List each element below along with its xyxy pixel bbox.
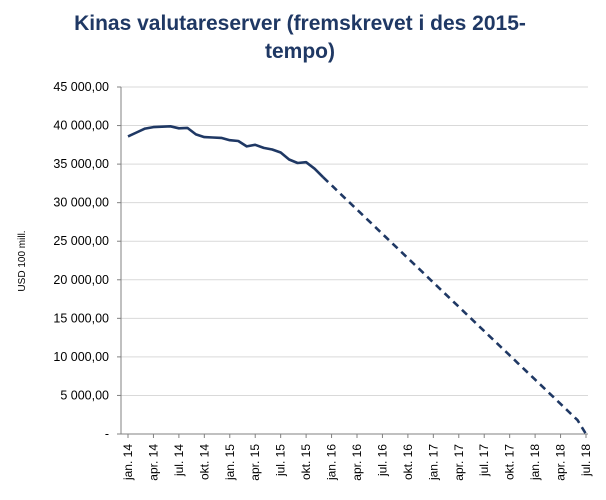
gridlines — [121, 86, 588, 396]
x-tick-label: apr. 14 — [146, 444, 160, 481]
reserves-line — [127, 125, 325, 179]
x-tick-label: okt. 14 — [197, 444, 211, 480]
chart-title: Kinas valutareserver (fremskrevet i des … — [74, 12, 526, 63]
x-tick-label: okt. 17 — [503, 444, 517, 480]
x-tick-label: jan. 15 — [223, 444, 237, 481]
y-tick-label: 25 000,00 — [53, 234, 109, 248]
x-tick-label: apr. 18 — [554, 444, 568, 481]
x-tick-label: jul. 16 — [375, 444, 389, 477]
y-tick-label: 15 000,00 — [53, 311, 109, 325]
x-tick-label: jan. 18 — [528, 444, 542, 481]
y-tick-label: - — [105, 427, 109, 441]
x-tick-labels: jan. 14 apr. 14 jul. 14 okt. 14 jan. 15 apr. … — [121, 444, 593, 481]
x-tick-label: apr. 16 — [350, 444, 364, 481]
x-tick-label: apr. 15 — [248, 444, 262, 481]
y-tick-label: 30 000,00 — [53, 196, 109, 210]
y-axis-label: USD 100 mill. — [17, 230, 28, 291]
x-tick-label: jul. 17 — [477, 444, 491, 477]
x-tick-label: jul. 18 — [579, 444, 593, 477]
axes — [117, 86, 588, 438]
y-tick-label: 10 000,00 — [53, 350, 109, 364]
series-lines — [127, 125, 588, 435]
y-tick-label: 40 000,00 — [53, 119, 109, 133]
y-tick-label: 5 000,00 — [60, 388, 109, 402]
y-tick-label: 35 000,00 — [53, 157, 109, 171]
x-tick-label: apr. 17 — [452, 444, 466, 481]
x-tick-label: jul. 14 — [172, 444, 186, 477]
x-tick-label: okt. 16 — [401, 444, 415, 480]
x-tick-label: jul. 15 — [274, 444, 288, 477]
x-tick-label: jan. 16 — [325, 444, 339, 481]
x-tick-label: jan. 14 — [121, 444, 135, 481]
y-tick-label: 20 000,00 — [53, 273, 109, 287]
x-tick-label: okt. 15 — [299, 444, 313, 480]
y-tick-label: 45 000,00 — [53, 80, 109, 94]
x-tick-label: jan. 17 — [426, 444, 440, 481]
projection-line — [322, 176, 588, 435]
y-tick-labels: - 5 000,00 10 000,00 15 000,00 20 000,00 25 0… — [53, 80, 109, 441]
